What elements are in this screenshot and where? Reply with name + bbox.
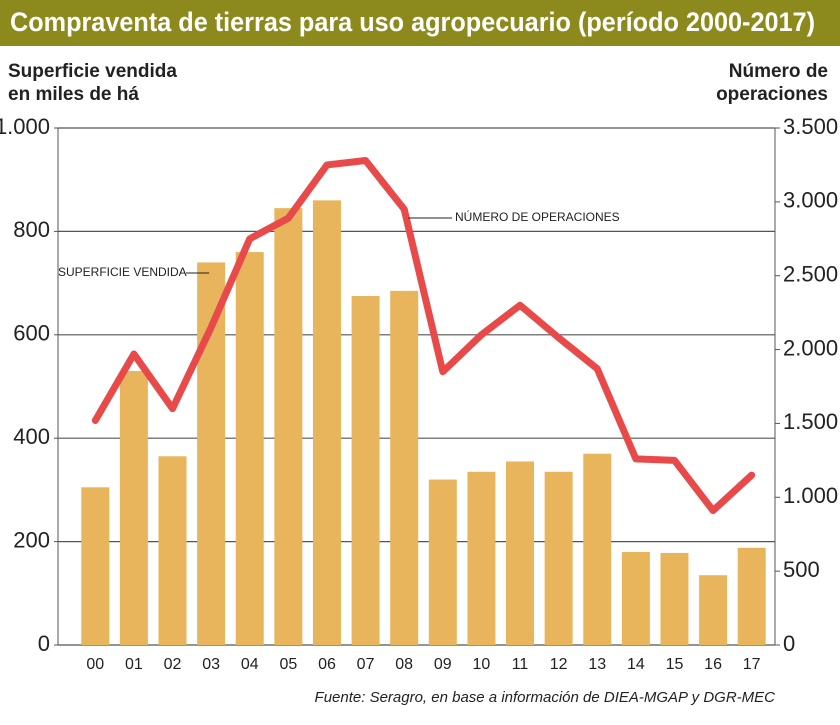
bar xyxy=(621,551,650,645)
y-axis-label: en miles de há xyxy=(8,84,139,105)
x-tick-label: 10 xyxy=(473,656,491,673)
x-tick-label: 17 xyxy=(743,656,761,673)
bar xyxy=(158,456,187,645)
title-bar xyxy=(0,0,840,46)
source: Fuente: Seragro, en base a información d… xyxy=(315,689,776,706)
chart-title: Compraventa de tierras para uso agropecu… xyxy=(10,7,815,37)
bar xyxy=(390,290,419,645)
bar xyxy=(119,370,148,645)
x-tick-label: 08 xyxy=(395,656,413,673)
x-tick-label: 05 xyxy=(279,656,297,673)
y2-tick-label: 1.000 xyxy=(783,483,838,508)
line xyxy=(91,156,756,515)
x-tick-label: 07 xyxy=(357,656,375,673)
x-tick-label: 02 xyxy=(164,656,182,673)
bar xyxy=(699,575,728,645)
bar xyxy=(235,252,264,645)
bar xyxy=(274,208,303,645)
x-tick-label: 16 xyxy=(704,656,722,673)
y-tick-label: 400 xyxy=(13,424,50,449)
x-tick-label: 15 xyxy=(666,656,684,673)
y-tick-label: 600 xyxy=(13,321,50,346)
y-tick-label: 200 xyxy=(13,527,50,552)
bar xyxy=(428,479,457,645)
x-tick-label: 06 xyxy=(318,656,336,673)
x-tick-label: 13 xyxy=(588,656,606,673)
bar xyxy=(81,487,110,645)
bar xyxy=(583,453,612,645)
x-tick-label: 04 xyxy=(241,656,259,673)
x-tick-label: 01 xyxy=(125,656,143,673)
y2-tick-label: 2.500 xyxy=(783,262,838,287)
y2-tick-label: 1.500 xyxy=(783,409,838,434)
x-tick-label: 09 xyxy=(434,656,452,673)
x-tick-label: 14 xyxy=(627,656,645,673)
bar xyxy=(312,200,341,645)
x-tick-label: 00 xyxy=(86,656,104,673)
bar xyxy=(544,471,573,645)
y-tick-label: 0 xyxy=(38,631,50,656)
y2-axis-label: Número de xyxy=(729,61,828,82)
bar xyxy=(351,296,380,645)
legend-label: NÚMERO DE OPERACIONES xyxy=(455,209,620,224)
y2-tick-label: 3.000 xyxy=(783,188,838,213)
y2-tick-label: 0 xyxy=(783,631,795,656)
legend-label: SUPERFICIE VENDIDA xyxy=(58,265,187,279)
x-tick-label: 12 xyxy=(550,656,568,673)
bar xyxy=(660,552,689,645)
y2-tick-label: 500 xyxy=(783,557,820,582)
bar xyxy=(506,461,535,645)
y-tick-label: 800 xyxy=(13,217,50,242)
bar xyxy=(467,471,496,645)
y-axis-label: Superficie vendida xyxy=(8,61,177,82)
y2-axis-label: operaciones xyxy=(716,84,828,105)
y2-tick-label: 3.500 xyxy=(783,114,838,139)
x-tick-label: 03 xyxy=(202,656,220,673)
y2-tick-label: 2.000 xyxy=(783,335,838,360)
y-tick-label: 1.000 xyxy=(0,114,50,139)
x-tick-label: 11 xyxy=(512,656,529,673)
bar xyxy=(737,547,766,645)
